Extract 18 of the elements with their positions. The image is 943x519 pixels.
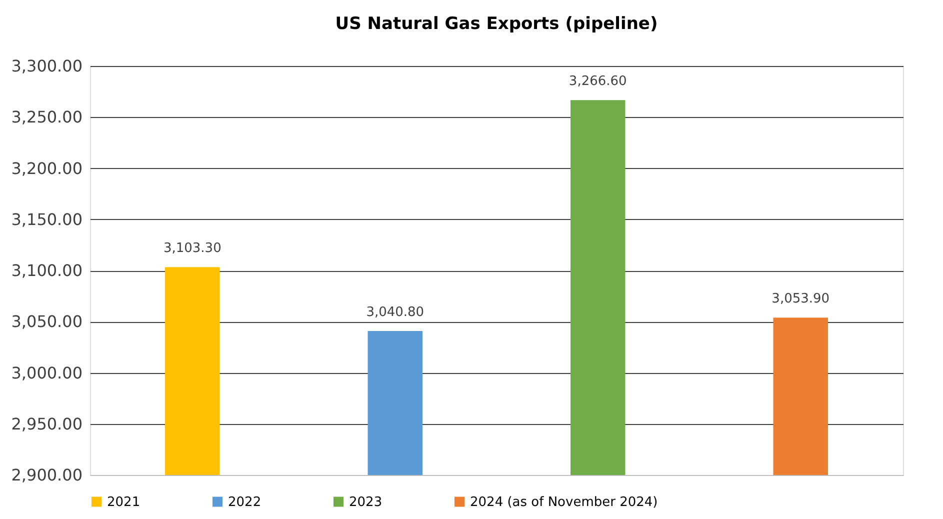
y-tick-label: 3,050.00	[11, 312, 82, 332]
y-tick-label: 2,950.00	[11, 414, 82, 434]
y-tick-label: 2,900.00	[11, 466, 82, 484]
data-label: 3,040.80	[366, 305, 424, 320]
y-tick-label: 3,100.00	[11, 261, 82, 280]
y-tick-label: 3,250.00	[11, 108, 82, 127]
legend-label: 2023	[349, 494, 382, 510]
legend-label: 2022	[228, 494, 262, 510]
data-label: 3,266.60	[568, 74, 627, 90]
y-tick-label: 3,300.00	[11, 56, 82, 76]
y-tick-label: 3,200.00	[11, 158, 82, 178]
legend-label: 2021	[107, 494, 140, 510]
y-tick-label: 3,000.00	[11, 363, 82, 382]
y-tick-label: 3,150.00	[11, 210, 82, 229]
legend-label: 2024 (as of November 2024)	[470, 494, 658, 510]
data-label: 3,103.30	[163, 241, 222, 256]
data-label: 3,053.90	[772, 292, 830, 307]
chart-title: US Natural Gas Exports (pipeline)	[335, 14, 658, 34]
